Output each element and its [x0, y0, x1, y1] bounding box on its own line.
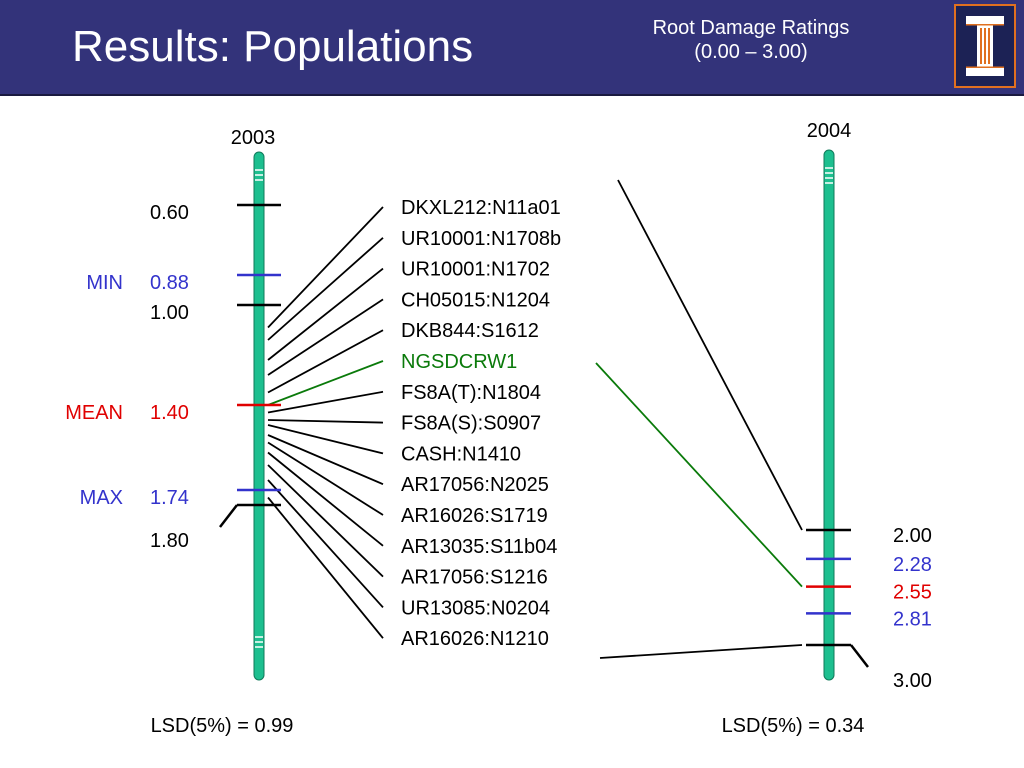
- population-label-7: FS8A(T):N1804: [401, 382, 541, 404]
- tick-2003-tag-min: MIN: [86, 272, 123, 294]
- tick-2003-end-leader: [219, 504, 238, 528]
- slide-title: Results: Populations: [72, 22, 474, 71]
- population-label-10: AR17056:N2025: [401, 474, 549, 496]
- population-label-3: UR10001:N1702: [401, 259, 550, 281]
- tick-2003-value-1.40: 1.40: [150, 402, 189, 424]
- population-label-6: NGSDCRW1: [401, 351, 517, 373]
- tick-2004-value-2.00: 2.00: [893, 525, 932, 547]
- connector-2003-15: [267, 496, 384, 639]
- connector-2003-9: [267, 424, 384, 455]
- population-label-13: AR17056:S1216: [401, 567, 548, 589]
- population-label-14: UR13085:N0204: [401, 597, 550, 619]
- connector-2003-10: [267, 434, 384, 486]
- year-label-2003: 2003: [231, 127, 276, 149]
- population-label-15: AR16026:N1210: [401, 628, 549, 650]
- population-label-11: AR16026:S1719: [401, 505, 548, 527]
- tick-2004-value-2.81: 2.81: [893, 608, 932, 630]
- connector-2004-6: [595, 362, 803, 588]
- connector-2003-14: [267, 479, 384, 609]
- scale-bar-2004: [823, 149, 835, 681]
- connector-lines: [267, 179, 803, 659]
- connector-2004-1: [617, 179, 803, 531]
- connector-2003-13: [267, 464, 384, 578]
- tick-2004-value-2.55: 2.55: [893, 582, 932, 604]
- population-labels: DKXL212:N11a01 UR10001:N1708b UR10001:N170…: [401, 197, 561, 650]
- tick-2003-value-0.60: 0.60: [150, 202, 189, 224]
- population-label-5: DKB844:S1612: [401, 320, 539, 342]
- block-i-logo-glyph: [966, 16, 1004, 76]
- connector-2004-15: [599, 644, 803, 659]
- population-label-8: FS8A(S):S0907: [401, 413, 541, 435]
- tick-2003-tag-mean: MEAN: [65, 402, 123, 424]
- ticks-2004: 2.00 2.28 2.55 2.81 3.00: [806, 525, 932, 692]
- year-label-2004: 2004: [807, 120, 852, 142]
- connector-2003-5: [267, 329, 384, 394]
- connector-2003-6: [267, 360, 384, 406]
- population-label-4: CH05015:N1204: [401, 289, 550, 311]
- connector-2003-2: [267, 237, 384, 341]
- connector-2003-1: [267, 206, 384, 329]
- slide-subtitle: Root Damage Ratings (0.00 – 3.00): [620, 16, 882, 64]
- population-label-1: DKXL212:N11a01: [401, 197, 561, 219]
- scale-bar-2003: [253, 151, 265, 681]
- tick-2003-value-1.00: 1.00: [150, 302, 189, 324]
- tick-2003-value-1.74: 1.74: [150, 487, 189, 509]
- tick-2004-value-2.28: 2.28: [893, 554, 932, 576]
- tick-2003-tag-max: MAX: [80, 487, 123, 509]
- ticks-2003: 0.60 0.88 MIN 1.00 1.40 MEAN 1.74 MAX 1.80: [65, 202, 281, 552]
- connector-2003-7: [267, 390, 384, 414]
- population-label-2: UR10001:N1708b: [401, 228, 561, 250]
- subtitle-line-2: (0.00 – 3.00): [694, 41, 808, 63]
- connector-2003-8: [267, 419, 384, 424]
- tick-2003-value-0.88: 0.88: [150, 272, 189, 294]
- connector-2003-12: [267, 451, 384, 547]
- connector-2003-11: [267, 441, 384, 516]
- connector-2003-3: [267, 267, 384, 361]
- population-label-9: CASH:N1410: [401, 443, 521, 465]
- lsd-label-2004: LSD(5%) = 0.34: [722, 715, 865, 737]
- population-label-12: AR13035:S11b04: [401, 536, 557, 558]
- block-i-logo-icon: [954, 4, 1016, 88]
- tick-2004-value-3.00: 3.00: [893, 670, 932, 692]
- subtitle-line-1: Root Damage Ratings: [652, 17, 850, 39]
- connector-2003-4: [267, 298, 384, 376]
- lsd-label-2003: LSD(5%) = 0.99: [151, 715, 294, 737]
- tick-2004-end-leader: [850, 644, 869, 668]
- header-bar: Results: Populations Root Damage Ratings…: [0, 0, 1024, 96]
- tick-2003-value-1.80: 1.80: [150, 530, 189, 552]
